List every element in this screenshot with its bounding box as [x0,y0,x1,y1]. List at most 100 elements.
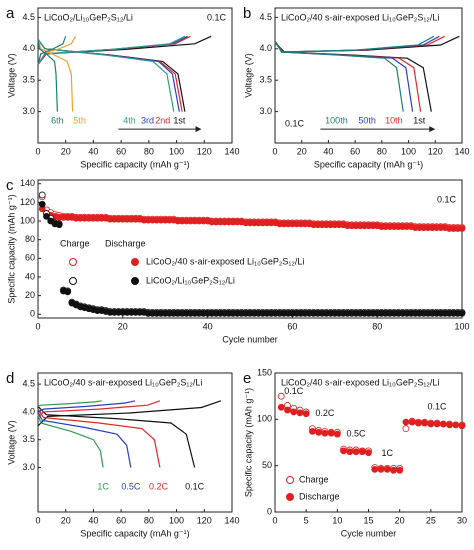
panel-letter: a [6,5,15,22]
legend-label: LiCoO₂/40 s-air-exposed Li₁₀GeP₂S₁₂/Li [146,256,304,266]
x-axis-label: Specific capacity (mAh g⁻¹) [80,159,189,169]
y-tick-label: 4.0 [22,43,35,53]
discharge-curve [37,39,175,112]
discharge-point [346,448,354,456]
x-tick-label: 120 [197,515,212,525]
y-axis-label: Voltage (V) [6,420,16,465]
curve-label: 0.1C [185,481,205,491]
discharge-curve [37,408,161,468]
discharge-point [408,418,416,426]
discharge-point [365,449,372,457]
discharge-curve [37,414,104,468]
annotation: 0.5C [347,429,367,439]
charge-point [277,392,285,400]
x-tick-label: 100 [401,146,416,156]
discharge-curve [274,40,404,112]
charge-curve [37,400,222,427]
panel-title: LiCoO₂/40 s-air-exposed Li₁₀GeP₂S₁₂/Li [281,377,439,387]
y-tick-label: 4.0 [22,406,35,416]
y-tick-label: 4.0 [259,43,272,53]
annotation: 0.1C [284,386,304,396]
discharge-point [333,430,341,438]
y-tick-label: 3.5 [22,434,35,444]
legend-marker [286,476,294,484]
x-tick-label: 100 [169,146,184,156]
curve-label: 50th [358,115,376,125]
y-tick-label: 0 [30,309,35,319]
x-axis-label: Cycle number [222,334,278,344]
y-tick-label: 3.5 [22,75,35,85]
discharge-point [315,428,323,436]
discharge-point [458,225,466,232]
charge-curve [274,35,435,53]
panel-title: LiCoO₂/Li₁₀GeP₂S₁₂/Li [44,12,133,22]
panel-title: LiCoO₂/40 s-air-exposed Li₁₀GeP₂S₁₂/Li [281,12,439,22]
discharge-point [383,465,391,473]
legend-marker [286,493,294,501]
x-tick-label: 20 [118,321,128,331]
discharge-point [446,421,453,429]
plot-frame [37,179,463,319]
x-axis-label: Specific capacity (mAh g⁻¹) [314,159,423,169]
y-tick-label: 150 [257,367,272,377]
x-tick-label: 140 [454,146,469,156]
curve-label: 1st [413,115,426,125]
discharge-point [340,447,347,455]
x-tick-label: 80 [144,515,154,525]
discharge-point [402,418,410,426]
x-tick-label: 140 [224,146,239,156]
curve-label: 10th [385,115,403,125]
discharge-point [352,448,360,456]
arrow-head [195,126,202,133]
discharge-point [64,288,72,296]
discharge-point [290,408,298,416]
discharge-point [302,410,310,418]
y-tick-label: 80 [25,234,35,244]
legend-marker [131,277,139,285]
x-tick-label: 25 [426,515,436,525]
x-tick-label: 60 [116,515,126,525]
discharge-point [458,422,466,430]
y-tick-label: 4.5 [259,12,272,22]
discharge-point [371,465,379,473]
curve-label: 1st [173,115,186,125]
discharge-point [308,427,316,435]
x-tick-label: 40 [88,146,98,156]
legend-marker [69,258,77,266]
curve-label: 3rd [141,115,154,125]
discharge-point [427,420,435,428]
discharge-point [277,403,285,411]
discharge-point [458,309,466,317]
x-tick-label: 20 [297,146,307,156]
panel-letter: d [6,370,14,387]
y-tick-label: 40 [25,271,35,281]
curve-label: 0.2C [149,481,169,491]
y-tick-label: 50 [262,460,272,470]
discharge-point [390,466,397,474]
discharge-point [358,448,366,456]
curve-label: 0.5C [121,481,141,491]
x-axis-label: Cycle number [341,528,397,538]
legend-label: Discharge [299,491,340,501]
y-tick-label: 100 [20,215,35,225]
x-tick-label: 140 [224,515,239,525]
discharge-point [55,221,63,229]
arrow-head [429,126,436,133]
curve-label: 2nd [155,115,170,125]
panel-letter: b [243,5,251,22]
y-tick-label: 4.5 [22,378,35,388]
x-tick-label: 100 [454,321,469,331]
x-tick-label: 15 [363,515,373,525]
legend-label: LiCoO₂/Li₁₀GeP₂S₁₂/Li [146,275,235,285]
y-axis-label: Specific capacity (mAh g⁻¹) [6,194,16,303]
curve-label: 100th [325,115,348,125]
annotation: 1C [381,448,393,458]
y-tick-label: 60 [25,253,35,263]
plot-frame [37,372,233,513]
x-tick-label: 60 [116,146,126,156]
x-tick-label: 20 [61,146,71,156]
charge-curve [37,400,102,407]
discharge-point [327,429,335,437]
charge-curve [37,36,67,65]
